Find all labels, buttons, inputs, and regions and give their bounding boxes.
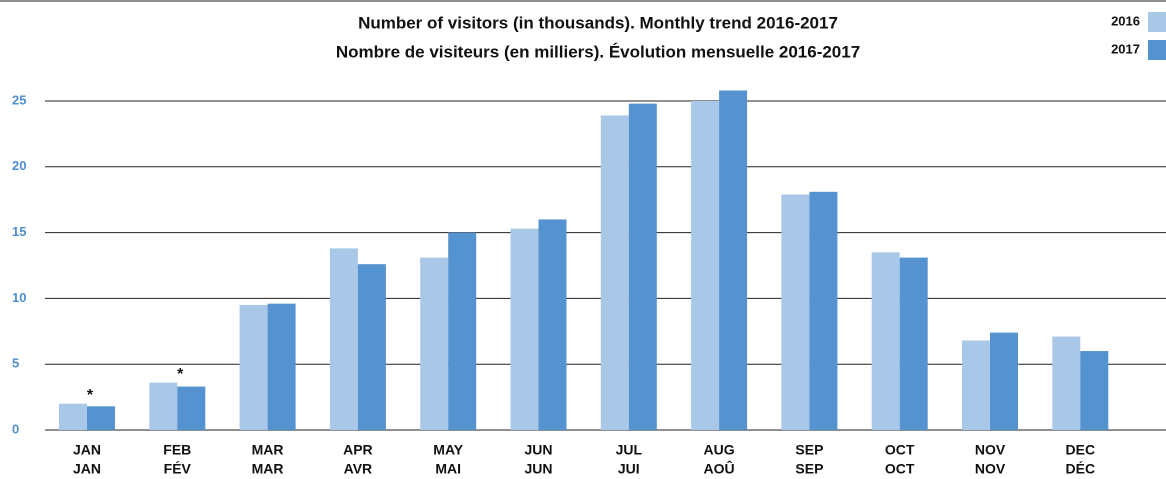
bar	[538, 219, 567, 430]
x-tick-label: OCT	[885, 461, 915, 477]
legend-label: 2016	[1111, 13, 1140, 28]
x-tick-label: MAR	[252, 442, 284, 458]
y-tick-label: 10	[12, 290, 26, 305]
bar	[177, 386, 206, 430]
x-tick-label: AVR	[344, 461, 373, 477]
bar	[329, 248, 358, 430]
x-tick-label: JAN	[73, 461, 101, 477]
x-tick-label: APR	[343, 442, 373, 458]
bar	[448, 232, 477, 430]
x-tick-label: OCT	[885, 442, 915, 458]
bar	[809, 191, 838, 430]
legend-swatch	[1148, 40, 1166, 60]
legend-swatch	[1148, 12, 1166, 32]
x-tick-label: DEC	[1066, 442, 1096, 458]
bar	[267, 303, 296, 430]
x-tick-label: AUG	[704, 442, 735, 458]
y-tick-label: 20	[12, 158, 26, 173]
legend-label: 2017	[1111, 41, 1140, 56]
x-tick-label: DÉC	[1066, 461, 1096, 477]
bar	[600, 115, 629, 430]
bar	[691, 101, 720, 430]
x-tick-label: SEP	[795, 442, 823, 458]
chart-title: Number of visitors (in thousands). Month…	[358, 13, 838, 32]
bar	[962, 340, 990, 430]
x-tick-label: MAR	[252, 461, 284, 477]
bar	[899, 257, 928, 430]
bar	[87, 406, 115, 430]
bar	[59, 403, 87, 430]
y-tick-label: 0	[12, 421, 19, 436]
chart-subtitle: Nombre de visiteurs (en milliers). Évolu…	[336, 42, 860, 61]
annotation: *	[87, 387, 94, 404]
x-tick-label: JUI	[618, 461, 640, 477]
x-tick-label: JUN	[524, 442, 552, 458]
bar	[871, 252, 900, 430]
x-tick-label: SEP	[795, 461, 823, 477]
bar	[1052, 336, 1081, 430]
y-tick-label: 15	[12, 224, 26, 239]
bar	[239, 304, 268, 430]
y-tick-label: 5	[12, 356, 19, 371]
bar	[990, 332, 1018, 430]
bar	[357, 264, 386, 430]
x-tick-label: JAN	[73, 442, 101, 458]
bar	[1080, 351, 1109, 430]
x-tick-label: FEB	[163, 442, 191, 458]
x-tick-label: NOV	[975, 442, 1006, 458]
x-tick-label: FÉV	[164, 461, 192, 477]
bar	[510, 228, 539, 430]
bar	[628, 103, 657, 430]
y-tick-label: 25	[12, 92, 26, 107]
x-tick-label: JUL	[616, 442, 643, 458]
x-tick-label: MAI	[435, 461, 461, 477]
x-tick-label: AOÛ	[704, 460, 735, 477]
bar	[420, 257, 449, 430]
x-tick-label: NOV	[975, 461, 1006, 477]
x-tick-label: MAY	[433, 442, 463, 458]
x-tick-label: JUN	[524, 461, 552, 477]
bar	[781, 194, 810, 430]
bar	[149, 382, 178, 430]
annotation: *	[177, 366, 184, 383]
bar	[719, 90, 748, 431]
